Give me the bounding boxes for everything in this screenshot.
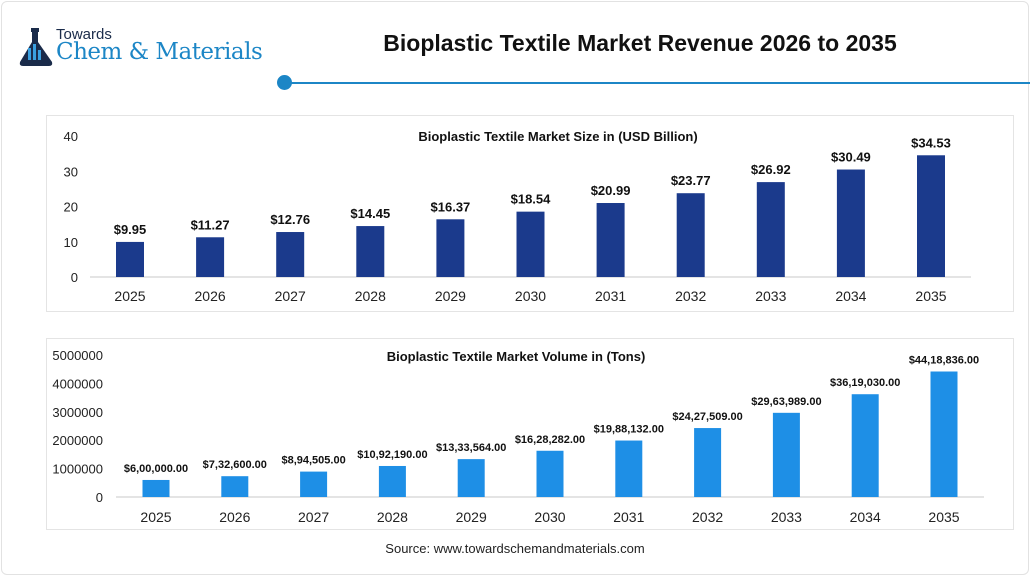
bar: [356, 226, 385, 277]
x-tick-label: 2030: [515, 288, 546, 304]
bar: [221, 476, 249, 497]
x-tick-label: 2028: [355, 288, 386, 304]
data-label: $9.95: [114, 222, 147, 237]
bar: [196, 237, 225, 277]
x-tick-label: 2028: [377, 509, 408, 525]
x-tick-label: 2031: [613, 509, 644, 525]
x-tick-label: 2025: [140, 509, 171, 525]
bar: [851, 394, 879, 497]
y-tick-label: 30: [64, 164, 78, 179]
data-label: $26.92: [751, 162, 791, 177]
bar: [300, 471, 328, 497]
y-tick-label: 40: [64, 129, 78, 144]
bar: [756, 182, 785, 277]
x-tick-label: 2027: [298, 509, 329, 525]
page-title: Bioplastic Textile Market Revenue 2026 t…: [383, 30, 897, 56]
y-tick-label: 20: [64, 200, 78, 215]
bar: [676, 193, 705, 277]
data-label: $7,32,600.00: [203, 459, 267, 471]
data-label: $6,00,000.00: [124, 463, 188, 475]
x-tick-label: 2031: [595, 288, 626, 304]
bar: [836, 169, 865, 277]
bar: [378, 465, 406, 497]
bar: [772, 412, 800, 497]
x-tick-label: 2027: [275, 288, 306, 304]
x-tick-label: 2026: [219, 509, 250, 525]
flask-icon: [19, 28, 53, 66]
bar: [516, 211, 545, 277]
data-label: $36,19,030.00: [830, 377, 900, 389]
data-label: $23.77: [671, 173, 711, 188]
y-tick-label: 5000000: [52, 348, 103, 363]
data-label: $34.53: [911, 135, 951, 150]
data-label: $11.27: [191, 217, 230, 232]
y-tick-label: 0: [96, 490, 103, 505]
data-label: $29,63,989.00: [751, 396, 821, 408]
bar: [142, 479, 170, 497]
bar: [917, 155, 945, 277]
x-tick-label: 2025: [114, 288, 145, 304]
chart-title: Bioplastic Textile Market Volume in (Ton…: [387, 349, 646, 364]
bar: [596, 203, 625, 277]
bar: [536, 450, 564, 497]
x-tick-label: 2029: [456, 509, 487, 525]
x-tick-label: 2035: [915, 288, 946, 304]
y-tick-label: 3000000: [52, 405, 103, 420]
data-label: $12.76: [270, 212, 310, 227]
y-tick-label: 10: [64, 235, 78, 250]
data-label: $16.37: [431, 199, 471, 214]
data-label: $19,88,132.00: [594, 424, 664, 436]
y-tick-label: 4000000: [52, 376, 103, 391]
data-label: $44,18,836.00: [909, 355, 979, 367]
data-label: $24,27,509.00: [672, 411, 742, 423]
bar: [930, 371, 958, 497]
data-label: $16,28,282.00: [515, 434, 585, 446]
x-tick-label: 2033: [755, 288, 786, 304]
bar: [615, 440, 643, 497]
title-underline: [286, 82, 1030, 84]
data-label: $8,94,505.00: [281, 455, 345, 467]
logo-main: Chem & Materials: [56, 39, 263, 65]
bar: [116, 241, 144, 277]
data-label: $20.99: [591, 183, 631, 198]
x-tick-label: 2029: [435, 288, 466, 304]
data-label: $30.49: [831, 150, 871, 165]
x-tick-label: 2034: [835, 288, 866, 304]
bar: [436, 219, 465, 277]
x-tick-label: 2034: [850, 509, 881, 525]
data-label: $10,92,190.00: [357, 449, 427, 461]
data-label: $18.54: [511, 192, 552, 207]
y-tick-label: 2000000: [52, 433, 103, 448]
y-tick-label: 1000000: [52, 462, 103, 477]
title-dot: [277, 75, 292, 90]
y-tick-label: 0: [71, 270, 78, 285]
x-tick-label: 2026: [195, 288, 226, 304]
bar: [694, 428, 722, 497]
chart-title: Bioplastic Textile Market Size in (USD B…: [418, 129, 697, 144]
data-label: $13,33,564.00: [436, 442, 506, 454]
x-tick-label: 2032: [692, 509, 723, 525]
x-tick-label: 2033: [771, 509, 802, 525]
bar: [276, 232, 305, 277]
x-tick-label: 2035: [928, 509, 959, 525]
data-label: $14.45: [350, 206, 390, 221]
bar: [457, 459, 485, 497]
x-tick-label: 2032: [675, 288, 706, 304]
source-note: Source: www.towardschemandmaterials.com: [385, 541, 645, 556]
x-tick-label: 2030: [534, 509, 565, 525]
logo-towards: Towards: [56, 26, 112, 43]
